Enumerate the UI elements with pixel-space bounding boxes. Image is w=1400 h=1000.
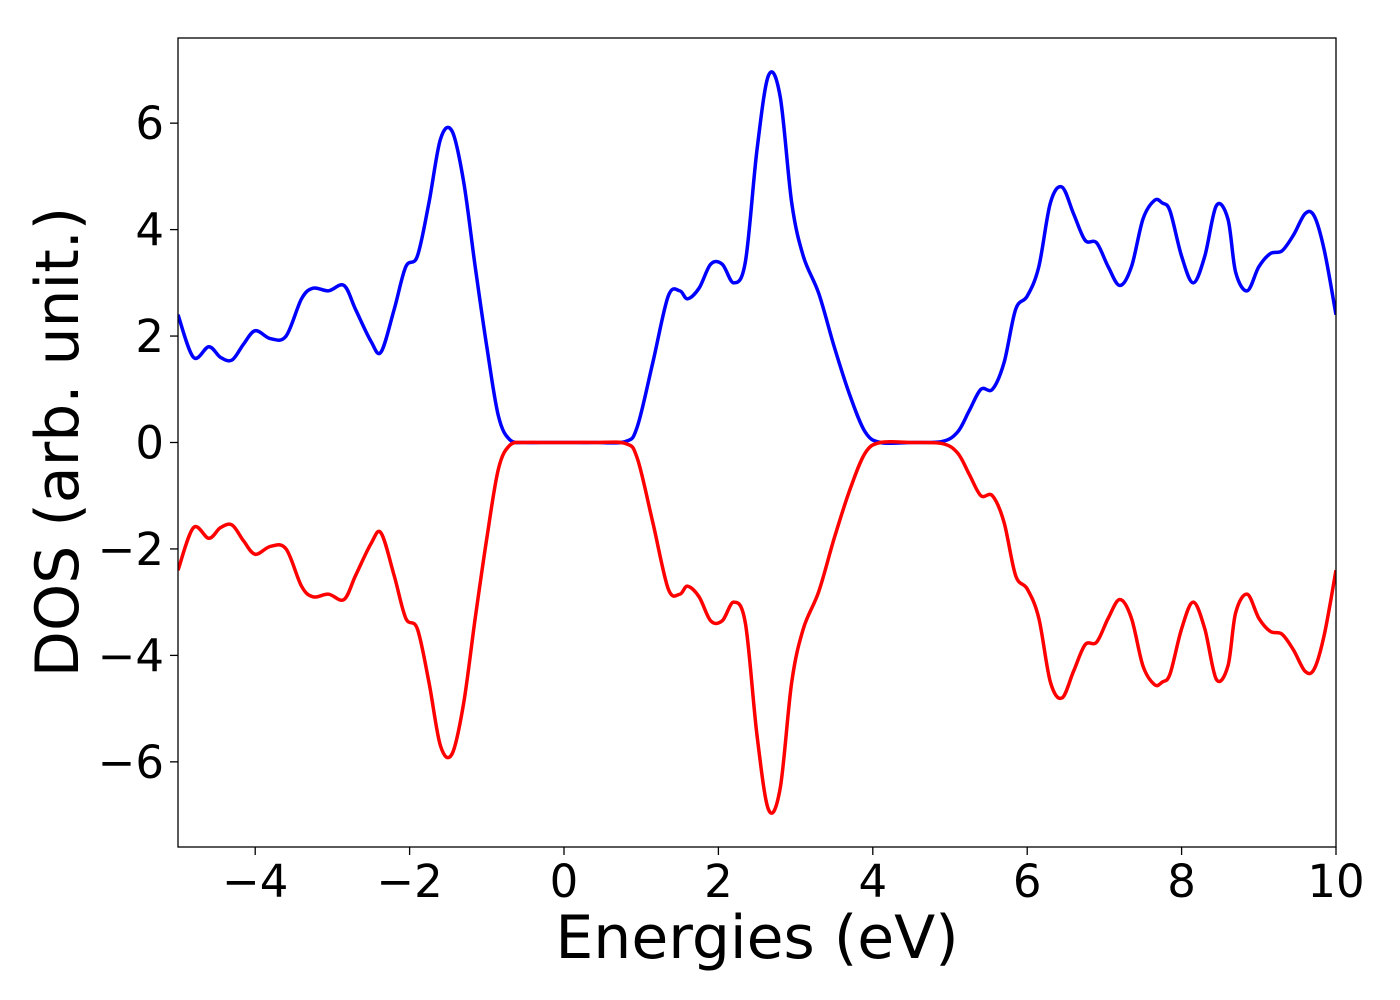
x-tick-label: 0 xyxy=(550,855,579,908)
x-axis-label: Energies (eV) xyxy=(555,903,958,973)
y-tick-label: −4 xyxy=(98,629,164,682)
x-tick-label: 2 xyxy=(704,855,733,908)
y-tick-label: 4 xyxy=(135,204,164,257)
y-axis-ticks: 6 4 2 0 −2 −4 −6 xyxy=(98,97,178,789)
y-tick-label: −2 xyxy=(98,523,164,576)
series-line-2 xyxy=(178,439,1336,815)
series-layer xyxy=(178,70,1336,815)
x-tick-label: 4 xyxy=(858,855,887,908)
series-line-1 xyxy=(178,70,1336,446)
x-tick-label: −4 xyxy=(222,855,288,908)
x-tick-label: 8 xyxy=(1167,855,1196,908)
x-tick-label: −2 xyxy=(376,855,442,908)
y-tick-label: 2 xyxy=(135,310,164,363)
y-tick-label: 0 xyxy=(135,417,164,470)
x-tick-label: 6 xyxy=(1013,855,1042,908)
x-tick-label: 10 xyxy=(1307,855,1364,908)
x-axis-ticks: −4 −2 0 2 4 6 8 10 xyxy=(222,847,1365,908)
y-tick-label: 6 xyxy=(135,97,164,150)
y-tick-label: −6 xyxy=(98,736,164,789)
y-axis-label: DOS (arb. unit.) xyxy=(23,207,93,677)
